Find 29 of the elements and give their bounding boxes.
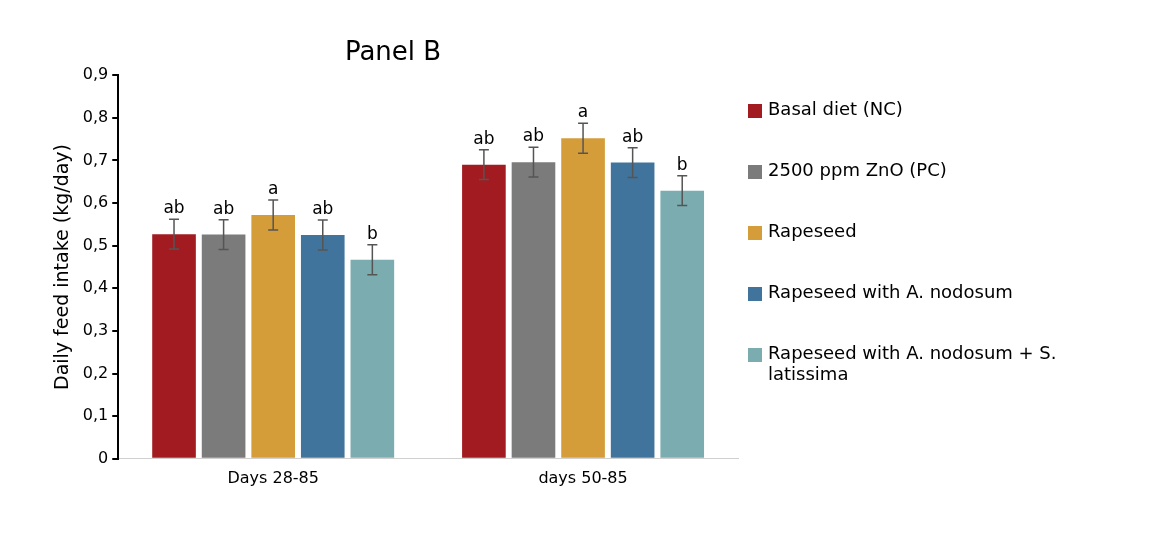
chart-title: Panel B: [344, 36, 442, 67]
legend-label: Rapeseed with A. nodosum + S. latissima: [768, 342, 1058, 384]
data-label: ab: [212, 197, 235, 218]
y-tick-label: 0,5: [82, 234, 109, 254]
data-label: ab: [473, 127, 495, 148]
legend-label: 2500 ppm ZnO (PC): [768, 159, 947, 180]
y-tick-label: 0,6: [82, 192, 109, 212]
y-tick-label: 0,7: [82, 149, 109, 169]
y-tick-label: 0,2: [82, 362, 109, 382]
data-label: a: [577, 101, 589, 122]
data-label: b: [366, 222, 378, 243]
data-label: ab: [522, 125, 545, 146]
y-tick-label: 0: [98, 447, 109, 467]
y-tick-label: 0,9: [82, 64, 109, 84]
data-label: a: [267, 178, 279, 198]
legend-label: Rapeseed with A. nodosum: [768, 281, 1013, 302]
data-label: ab: [163, 197, 185, 218]
y-tick-label: 0,4: [82, 277, 109, 297]
data-label: ab: [622, 125, 644, 146]
legend-label: Rapeseed: [768, 220, 857, 241]
data-label: ab: [312, 198, 334, 219]
x-tick-label: days 50-85: [538, 467, 628, 487]
y-axis-title: Daily feed intake (kg/day): [50, 144, 73, 390]
data-label: b: [676, 153, 688, 174]
x-tick-label: Days 28-85: [227, 467, 319, 487]
y-tick-label: 0,3: [82, 320, 109, 340]
y-tick-label: 0,8: [82, 106, 109, 126]
y-tick-label: 0,1: [82, 405, 109, 425]
legend-label: Basal diet (NC): [768, 98, 903, 119]
